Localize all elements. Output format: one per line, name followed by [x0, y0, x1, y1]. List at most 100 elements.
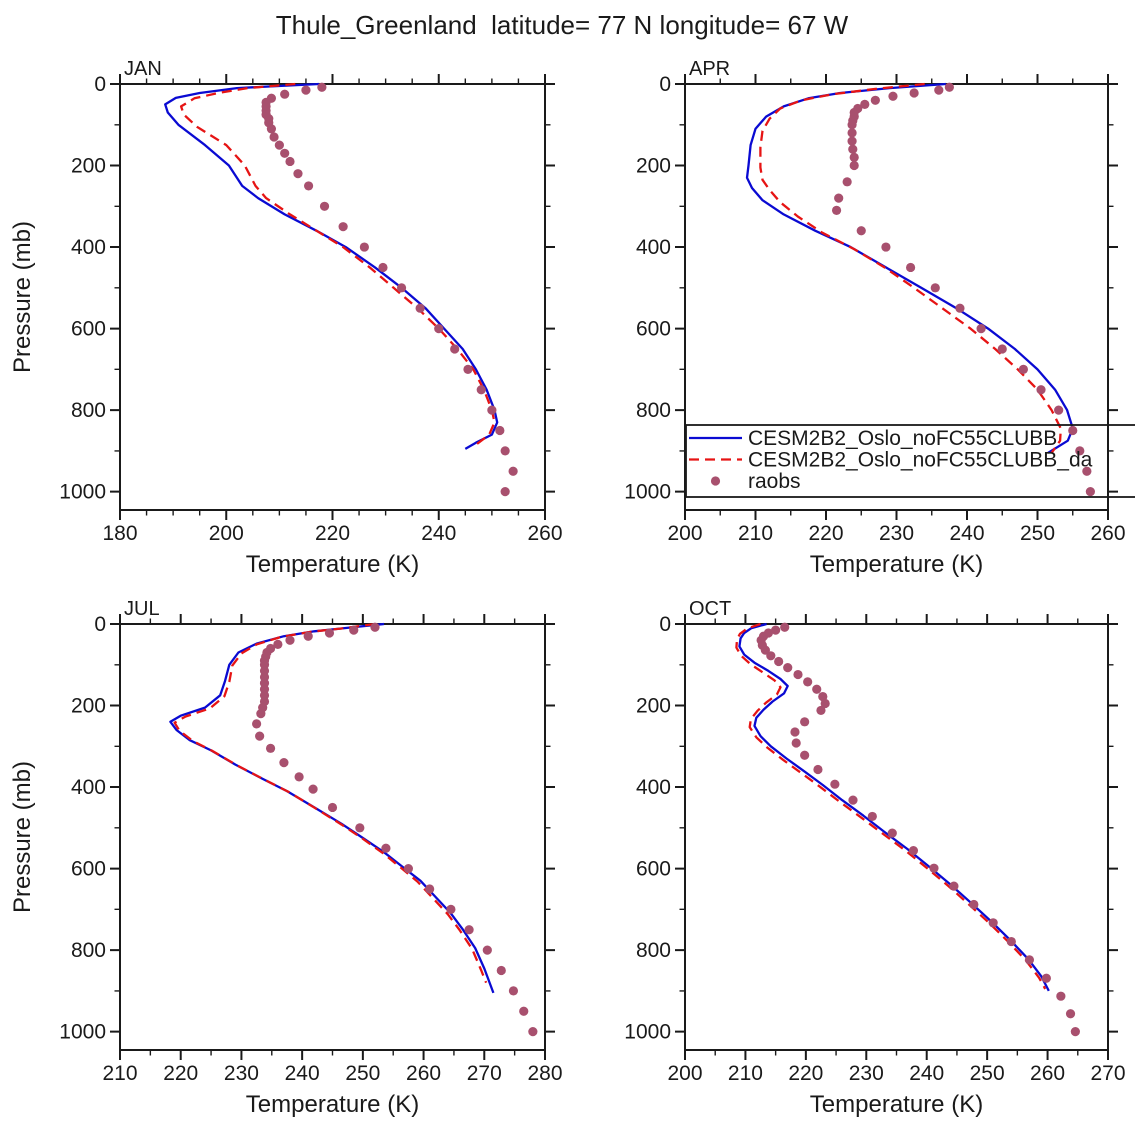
- obs-dot: [280, 89, 290, 99]
- obs-dot: [1070, 1027, 1080, 1037]
- y-tick-label: 200: [71, 695, 106, 718]
- obs-dot: [487, 405, 497, 415]
- x-tick-label: 240: [949, 522, 984, 545]
- y-tick-label: 600: [636, 318, 671, 341]
- obs-dot: [800, 750, 810, 760]
- obs-dot: [1006, 936, 1016, 947]
- obs-dot: [500, 446, 510, 456]
- x-tick-label: 250: [345, 1062, 380, 1085]
- series-line-dashed: [179, 82, 496, 448]
- x-tick-label: 210: [738, 522, 773, 545]
- obs-dot: [847, 128, 857, 138]
- panel-apr: 200 210 220 230 240 250 260 0 200 400 600 800 1000 AP…: [624, 58, 1125, 578]
- x-tick-label: 240: [421, 522, 456, 545]
- obs-dot: [887, 828, 897, 838]
- obs-dot: [870, 95, 880, 105]
- obs-dot: [355, 823, 365, 833]
- x-tick-label: 260: [406, 1062, 441, 1085]
- obs-dot: [508, 466, 518, 476]
- obs-dot: [482, 945, 492, 955]
- obs-dot: [930, 283, 940, 293]
- x-tick-label: 240: [909, 1062, 944, 1085]
- obs-dot: [266, 124, 277, 134]
- y-tick-label: 200: [636, 695, 671, 718]
- y-tick-label: 600: [71, 318, 106, 341]
- panel-jul: 210 220 230 240 250 260 270 280 0 200 400 600 800 100…: [9, 598, 563, 1118]
- x-tick-label: 200: [667, 1062, 702, 1085]
- obs-dot: [1041, 973, 1051, 983]
- y-tick-label: 800: [71, 939, 106, 962]
- obs-dot: [279, 758, 289, 768]
- obs-dot: [944, 82, 954, 92]
- x-tick-label: 280: [527, 1062, 562, 1085]
- x-axis-label: Temperature (K): [810, 551, 983, 578]
- obs-dot: [519, 1006, 529, 1016]
- y-tick-label: 0: [659, 73, 671, 96]
- obs-dot: [303, 631, 313, 641]
- legend-box: [685, 424, 1135, 498]
- minor-ticks: [679, 78, 1114, 516]
- x-axis-label: Temperature (K): [810, 1091, 983, 1118]
- x-tick-label: 220: [315, 522, 350, 545]
- obs-dot: [849, 152, 859, 162]
- obs-dot: [274, 140, 284, 150]
- obs-dot: [909, 88, 919, 98]
- series-obs-dots: [252, 622, 538, 1037]
- obs-dot: [1054, 405, 1064, 415]
- obs-dot: [327, 802, 338, 813]
- obs-dot: [1065, 1009, 1076, 1019]
- obs-dot: [813, 764, 823, 775]
- obs-dot: [812, 684, 822, 694]
- panel-month-label: JUL: [124, 598, 160, 620]
- panel-jan: 180 200 220 240 260 0 200 400 600 800 1000 JAN Tempe…: [9, 58, 563, 578]
- y-tick-label: 400: [71, 776, 106, 799]
- series-line-dashed: [759, 82, 1062, 454]
- minor-ticks: [114, 618, 551, 1056]
- obs-dot: [370, 622, 380, 632]
- obs-dot: [508, 986, 519, 996]
- y-tick-label: 400: [71, 236, 106, 259]
- obs-dot: [783, 663, 793, 673]
- y-tick-label: 0: [659, 613, 671, 636]
- obs-dot: [265, 743, 276, 753]
- obs-dot: [830, 779, 840, 789]
- obs-dot: [378, 262, 388, 273]
- obs-dot: [949, 881, 959, 891]
- panel-month-label: OCT: [689, 598, 731, 620]
- obs-dot: [381, 843, 391, 853]
- legend-label: CESM2B2_Oslo_noFC55CLUBB_da: [748, 449, 1093, 472]
- obs-dot: [285, 156, 295, 167]
- obs-dot: [495, 425, 505, 436]
- obs-dot: [847, 136, 857, 146]
- x-tick-label: 220: [808, 522, 843, 545]
- legend: CESM2B2_Oslo_noFC55CLUBBCESM2B2_Oslo_noF…: [685, 424, 1135, 498]
- major-ticks: [110, 74, 555, 520]
- y-tick-label: 400: [636, 776, 671, 799]
- obs-dot: [476, 385, 486, 395]
- obs-dot: [308, 784, 318, 794]
- obs-dot: [988, 918, 998, 928]
- obs-dot: [820, 698, 830, 709]
- obs-dot: [1075, 446, 1085, 456]
- x-tick-label: 220: [788, 1062, 823, 1085]
- minor-ticks: [114, 78, 551, 516]
- obs-dot: [285, 635, 295, 645]
- x-tick-label: 200: [209, 522, 244, 545]
- obs-dot: [301, 85, 311, 95]
- x-tick-label: 260: [527, 522, 562, 545]
- obs-dot: [816, 705, 826, 716]
- series-obs-dots: [261, 82, 518, 497]
- obs-dot: [881, 242, 891, 252]
- x-tick-label: 250: [970, 1062, 1005, 1085]
- obs-dot: [1018, 364, 1028, 374]
- series-line-solid: [169, 622, 495, 994]
- x-tick-label: 270: [467, 1062, 502, 1085]
- x-tick-label: 260: [1030, 1062, 1065, 1085]
- obs-dot: [929, 863, 939, 873]
- obs-dot: [780, 622, 790, 632]
- y-tick-label: 1000: [59, 1021, 106, 1044]
- obs-dot: [349, 625, 359, 635]
- y-tick-label: 0: [94, 73, 106, 96]
- obs-dot: [403, 863, 413, 874]
- obs-dot: [834, 193, 844, 203]
